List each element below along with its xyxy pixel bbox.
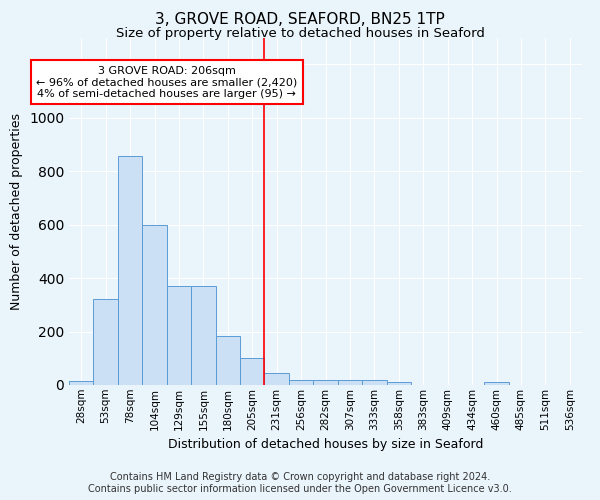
Bar: [289, 380, 313, 385]
Bar: [265, 373, 289, 385]
Bar: [118, 156, 142, 385]
Bar: [191, 286, 215, 385]
Bar: [240, 358, 265, 385]
Text: 3, GROVE ROAD, SEAFORD, BN25 1TP: 3, GROVE ROAD, SEAFORD, BN25 1TP: [155, 12, 445, 28]
Text: 3 GROVE ROAD: 206sqm
← 96% of detached houses are smaller (2,420)
4% of semi-det: 3 GROVE ROAD: 206sqm ← 96% of detached h…: [36, 66, 298, 99]
Bar: [313, 380, 338, 385]
Bar: [69, 381, 94, 385]
Bar: [386, 382, 411, 385]
Bar: [362, 380, 386, 385]
X-axis label: Distribution of detached houses by size in Seaford: Distribution of detached houses by size …: [168, 438, 483, 451]
Bar: [338, 380, 362, 385]
Text: Contains HM Land Registry data © Crown copyright and database right 2024.
Contai: Contains HM Land Registry data © Crown c…: [88, 472, 512, 494]
Bar: [142, 224, 167, 385]
Y-axis label: Number of detached properties: Number of detached properties: [10, 113, 23, 310]
Bar: [94, 300, 118, 385]
Bar: [484, 382, 509, 385]
Bar: [215, 336, 240, 385]
Text: Size of property relative to detached houses in Seaford: Size of property relative to detached ho…: [116, 28, 484, 40]
Bar: [167, 286, 191, 385]
